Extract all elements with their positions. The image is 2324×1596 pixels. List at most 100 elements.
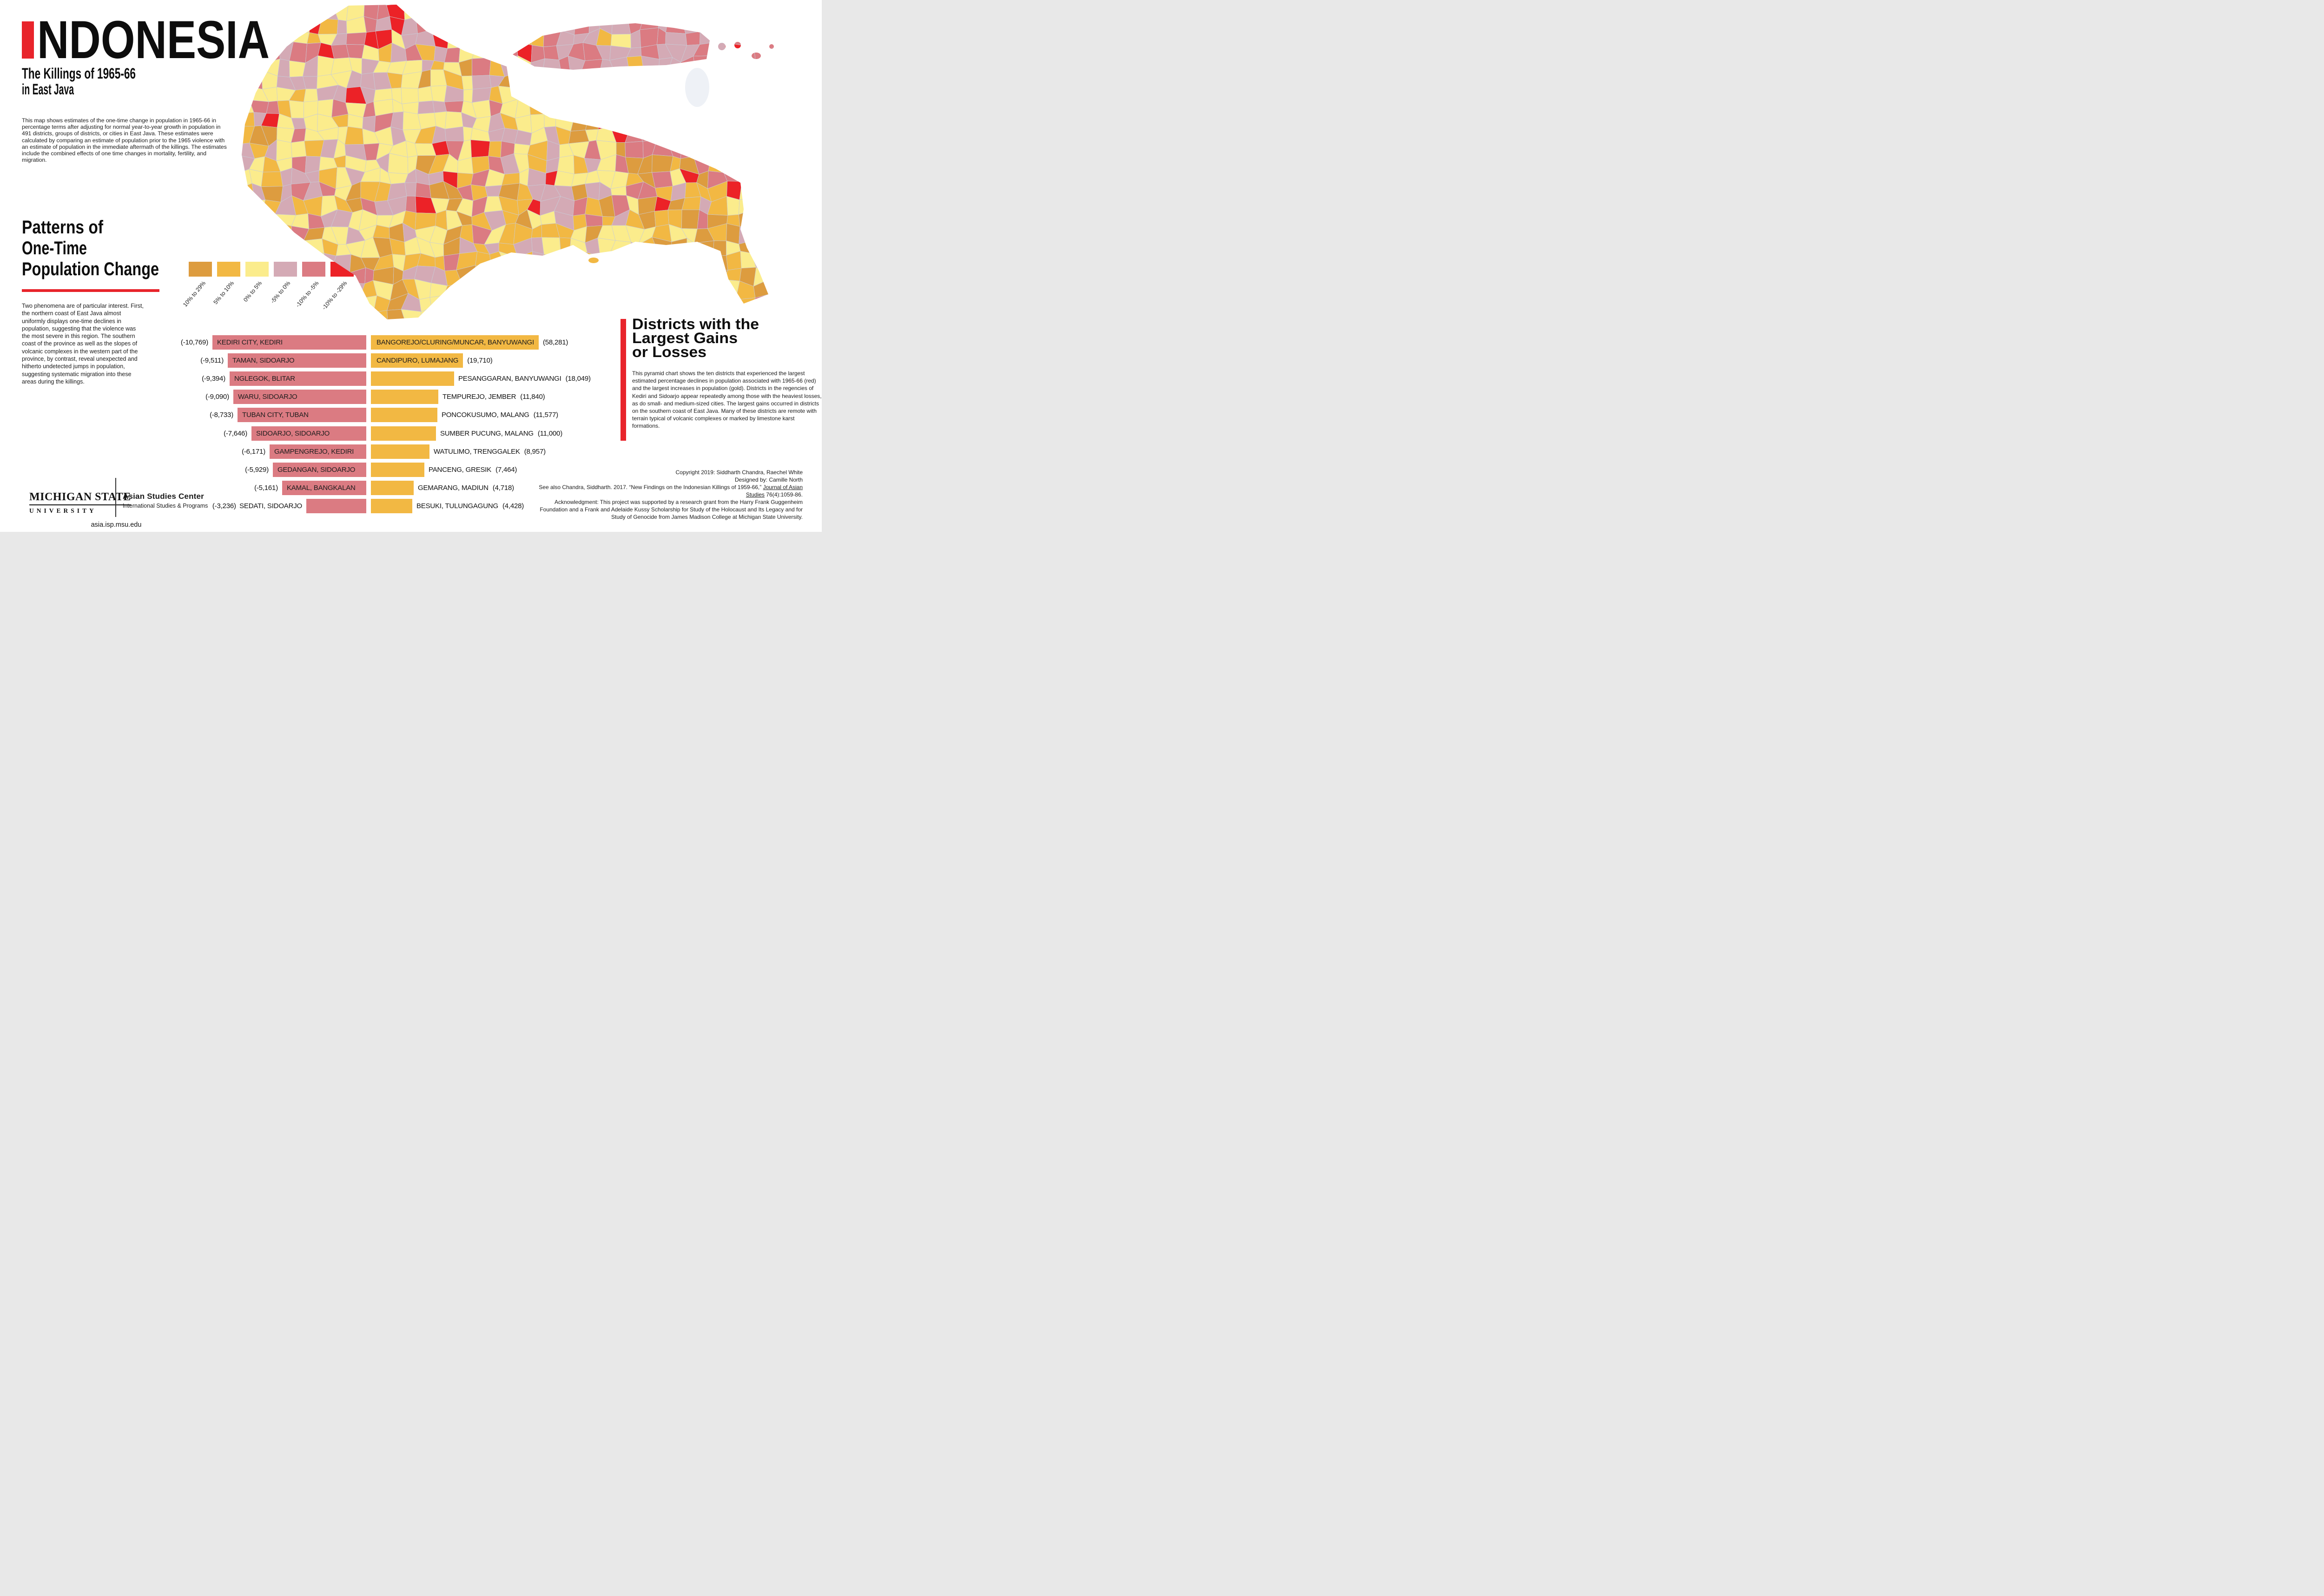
district-cell	[415, 182, 431, 199]
district-cell	[685, 31, 700, 46]
district-cell	[242, 197, 255, 217]
gain-row: TEMPUREJO, JEMBER (11,840)	[371, 390, 545, 404]
district-cell	[779, 256, 795, 272]
page-title: NDONESIA	[37, 10, 270, 70]
district-cell	[751, 86, 771, 105]
subtitle-line1: The Killings of 1965-66	[22, 65, 136, 82]
district-cell	[277, 5, 294, 17]
district-cell	[499, 294, 518, 311]
gain-value: (18,049)	[565, 375, 591, 383]
gain-row: PANCENG, GRESIK (7,464)	[371, 463, 517, 477]
intro-paragraph: This map shows estimates of the one-time…	[22, 117, 227, 164]
district-cell	[710, 89, 725, 105]
legend-swatch	[189, 262, 212, 277]
loss-label: GAMPENGREJO, KEDIRI	[274, 448, 354, 456]
district-cell	[782, 310, 797, 320]
district-cell	[609, 86, 630, 106]
district-cell	[709, 30, 726, 43]
district-cell	[640, 268, 656, 285]
district-cell	[264, 27, 280, 48]
district-cell	[806, 224, 820, 242]
district-cell	[472, 45, 491, 59]
district-cell	[501, 265, 519, 283]
district-cell	[291, 240, 304, 257]
district-cell	[541, 285, 559, 294]
district-cell	[737, 86, 754, 105]
districts-heading-line1: Districts with the	[632, 316, 759, 332]
district-cell	[333, 306, 351, 319]
loss-label: GEDANGAN, SIDOARJO	[277, 466, 356, 474]
district-cell	[795, 196, 805, 212]
district-cell	[779, 282, 798, 300]
page-title-text: NDONESIA	[37, 10, 270, 70]
district-cell	[581, 59, 603, 77]
district-cell	[749, 210, 770, 227]
district-cell	[740, 251, 757, 269]
district-cell	[261, 171, 283, 187]
credits-block: Copyright 2019: Siddharth Chandra, Raech…	[533, 469, 803, 521]
district-cell	[680, 144, 700, 159]
district-cell	[225, 266, 238, 286]
district-cell	[570, 69, 583, 89]
district-cell	[792, 139, 808, 160]
district-cell	[795, 181, 809, 196]
district-cell	[794, 30, 809, 46]
district-cell	[739, 198, 750, 215]
center-name: Asian Studies Center	[123, 492, 204, 501]
districts-heading-line3: or Losses	[632, 344, 706, 360]
legend-swatch	[217, 262, 240, 277]
district-cell	[459, 5, 472, 22]
district-cell	[516, 295, 530, 312]
district-cell	[461, 75, 473, 90]
loss-bar: SIDOARJO, SIDOARJO	[251, 426, 366, 441]
district-cell	[447, 27, 461, 49]
district-cell	[541, 237, 561, 257]
district-cell	[665, 265, 684, 283]
district-cell	[335, 282, 350, 296]
loss-value: (-7,646)	[224, 430, 247, 437]
district-cell	[724, 127, 739, 144]
district-cell	[625, 141, 644, 159]
district-cell	[681, 209, 700, 229]
district-cell	[460, 16, 477, 36]
district-cell	[795, 210, 807, 229]
district-cell	[305, 278, 324, 300]
gain-bar	[371, 499, 412, 513]
district-cell	[274, 267, 296, 284]
district-cell	[737, 15, 754, 36]
district-cell	[250, 32, 267, 47]
district-cell	[223, 57, 236, 73]
gain-value: (4,428)	[502, 502, 524, 510]
district-cell	[543, 14, 562, 33]
district-cell	[540, 254, 561, 270]
district-cell	[224, 142, 236, 159]
district-cell	[708, 255, 728, 271]
district-cell	[445, 5, 463, 17]
district-cell	[431, 5, 448, 22]
copyright-line: Copyright 2019: Siddharth Chandra, Raech…	[675, 469, 803, 476]
districts-heading-line2: Largest Gains	[632, 330, 738, 346]
district-cell	[726, 141, 738, 158]
district-cell	[472, 75, 492, 90]
district-cell	[693, 270, 711, 283]
district-cell	[763, 306, 774, 319]
patterns-paragraph: Two phenomena are of particular interest…	[22, 303, 144, 385]
district-cell	[485, 310, 505, 319]
district-cell	[806, 60, 820, 77]
district-cell	[740, 61, 756, 76]
gain-label: TEMPUREJO, JEMBER	[442, 393, 516, 401]
district-cell	[349, 283, 365, 299]
district-cell	[544, 99, 559, 117]
district-cell	[554, 293, 570, 313]
district-cell	[541, 58, 561, 76]
loss-value: (-9,511)	[200, 357, 224, 364]
district-cell	[568, 86, 584, 105]
district-cell	[763, 60, 774, 77]
district-cell	[737, 157, 753, 175]
district-cell	[291, 140, 307, 158]
district-cell	[763, 271, 774, 286]
district-cell	[223, 211, 239, 230]
district-cell	[710, 279, 724, 295]
district-cell	[656, 98, 672, 119]
district-cell	[242, 72, 255, 92]
